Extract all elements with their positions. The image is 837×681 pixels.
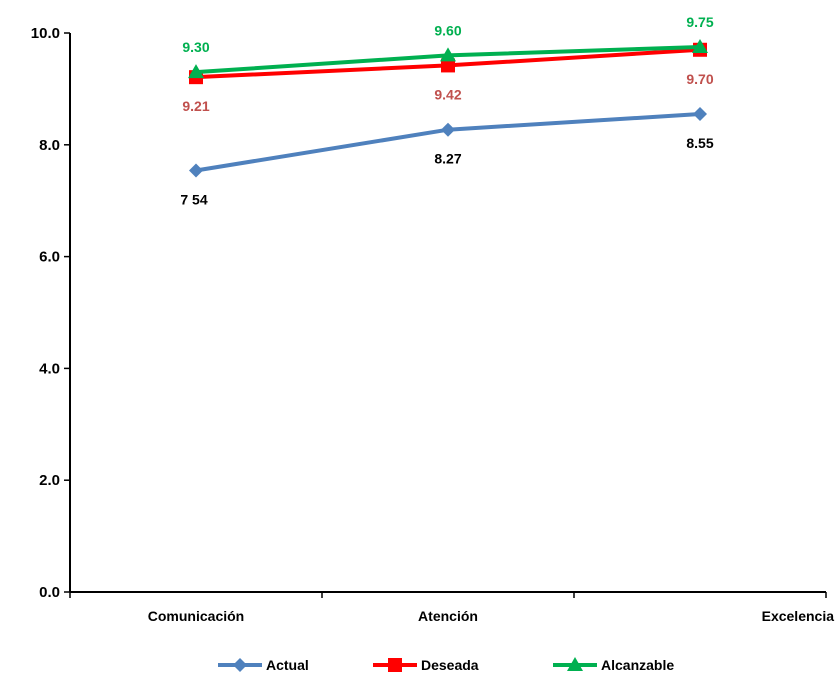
series-alcanzable — [188, 38, 708, 79]
legend-item-alcanzable: Alcanzable — [553, 657, 674, 673]
data-label-alcanzable: 9.75 — [686, 14, 713, 30]
series-actual — [189, 107, 707, 178]
data-label-actual: 8.55 — [686, 135, 713, 151]
x-tick-label: Atención — [418, 608, 478, 624]
data-labels: 7 54 8.27 8.55 9.21 9.42 9.70 9.30 9.60 9.75 — [180, 14, 713, 208]
data-label-deseada: 9.21 — [182, 98, 209, 114]
series-layer — [188, 38, 708, 178]
y-tick-label: 0.0 — [39, 584, 60, 601]
legend-label-alcanzable: Alcanzable — [601, 657, 674, 673]
legend: Actual Deseada Alcanzable — [218, 657, 674, 673]
data-point-actual — [441, 122, 455, 137]
data-point-actual — [189, 163, 203, 178]
x-tick-label: Excelencia — [762, 608, 835, 624]
legend-item-deseada: Deseada — [373, 657, 479, 673]
data-label-alcanzable: 9.60 — [434, 22, 461, 38]
data-label-actual: 8.27 — [434, 151, 461, 167]
axes: 0.0 2.0 4.0 6.0 8.0 10.0 Comunicación Atención E… — [31, 25, 834, 624]
data-point-alcanzable — [692, 38, 708, 53]
data-label-deseada: 9.70 — [686, 71, 713, 87]
data-point-deseada — [441, 58, 455, 73]
legend-marker-actual — [233, 658, 247, 672]
data-label-alcanzable: 9.30 — [182, 39, 209, 55]
legend-item-actual: Actual — [218, 657, 309, 673]
x-tick-label: Comunicación — [148, 608, 244, 624]
data-label-deseada: 9.42 — [434, 86, 461, 102]
y-tick-label: 4.0 — [39, 360, 60, 377]
y-tick-label: 6.0 — [39, 249, 60, 266]
data-point-alcanzable — [440, 47, 456, 62]
legend-marker-deseada — [388, 658, 402, 672]
legend-label-deseada: Deseada — [421, 657, 479, 673]
y-tick-label: 10.0 — [31, 25, 60, 42]
data-label-actual: 7 54 — [180, 192, 207, 208]
legend-label-actual: Actual — [266, 657, 309, 673]
y-tick-label: 8.0 — [39, 137, 60, 154]
data-point-actual — [693, 107, 707, 122]
y-tick-label: 2.0 — [39, 472, 60, 489]
legend-marker-alcanzable — [567, 657, 583, 671]
data-point-alcanzable — [188, 64, 204, 79]
